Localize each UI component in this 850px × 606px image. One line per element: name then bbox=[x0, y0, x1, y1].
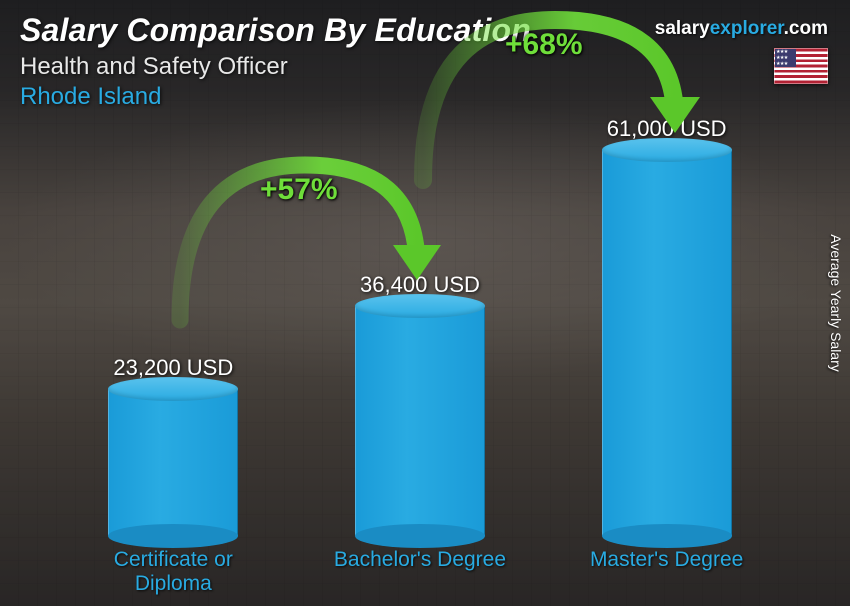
bar-bottom bbox=[108, 524, 238, 548]
job-title: Health and Safety Officer bbox=[20, 53, 830, 81]
brand-suffix: .com bbox=[784, 18, 828, 39]
bar-bottom bbox=[355, 524, 485, 548]
bar-2 bbox=[602, 150, 732, 536]
x-label-2: Master's Degree bbox=[567, 548, 767, 596]
bar-front bbox=[602, 150, 732, 536]
brand-watermark: salaryexplorer.com bbox=[655, 18, 828, 40]
x-label-1: Bachelor's Degree bbox=[320, 548, 520, 596]
brand-prefix: salary bbox=[655, 18, 710, 39]
bar-top bbox=[602, 138, 732, 162]
x-label-0: Certificate or Diploma bbox=[73, 548, 273, 596]
bar-group-1: 36,400 USD bbox=[320, 272, 520, 536]
bar-front bbox=[108, 389, 238, 536]
location: Rhode Island bbox=[20, 83, 830, 111]
bar-1 bbox=[355, 306, 485, 536]
bar-top bbox=[355, 294, 485, 318]
y-axis-label: Average Yearly Salary bbox=[828, 234, 844, 372]
bar-top bbox=[108, 377, 238, 401]
bar-group-2: 61,000 USD bbox=[567, 116, 767, 536]
bar-bottom bbox=[602, 524, 732, 548]
bar-0 bbox=[108, 389, 238, 536]
bar-group-0: 23,200 USD bbox=[73, 355, 273, 536]
usa-flag-icon bbox=[774, 48, 828, 84]
x-axis-labels: Certificate or Diploma Bachelor's Degree… bbox=[50, 548, 790, 596]
brand-accent: explorer bbox=[710, 18, 784, 39]
bar-front bbox=[355, 306, 485, 536]
bar-chart: 23,200 USD 36,400 USD 61,000 USD bbox=[50, 150, 790, 536]
